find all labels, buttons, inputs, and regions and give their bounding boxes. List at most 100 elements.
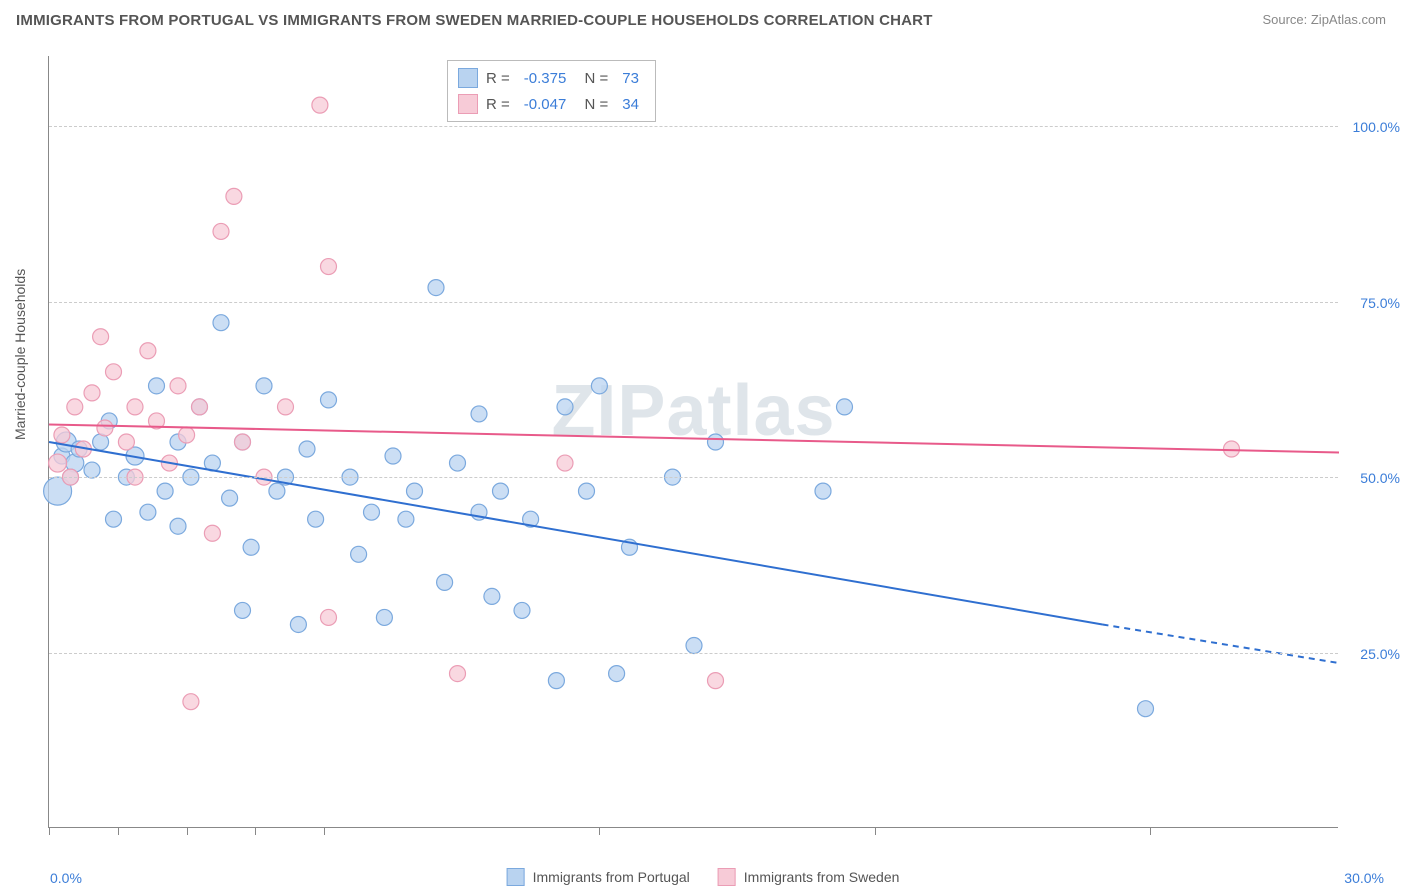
- data-point: [84, 385, 100, 401]
- stats-n-label: N =: [580, 96, 608, 113]
- data-point: [192, 399, 208, 415]
- y-axis-title: Married-couple Households: [12, 269, 28, 440]
- data-point: [84, 462, 100, 478]
- x-tick: [118, 827, 119, 835]
- data-point: [548, 673, 564, 689]
- y-tick-label: 25.0%: [1360, 646, 1400, 662]
- data-point: [149, 378, 165, 394]
- data-point: [308, 511, 324, 527]
- x-tick: [324, 827, 325, 835]
- y-tick-label: 50.0%: [1360, 470, 1400, 486]
- data-point: [213, 315, 229, 331]
- data-point: [364, 504, 380, 520]
- legend-swatch: [507, 868, 525, 886]
- data-point: [557, 455, 573, 471]
- x-tick: [255, 827, 256, 835]
- data-point: [140, 343, 156, 359]
- trend-line-extension: [1103, 624, 1340, 663]
- gridline: 25.0%: [49, 653, 1338, 654]
- data-point: [609, 666, 625, 682]
- gridline: 100.0%: [49, 126, 1338, 127]
- data-point: [278, 399, 294, 415]
- data-point: [591, 378, 607, 394]
- chart-title: IMMIGRANTS FROM PORTUGAL VS IMMIGRANTS F…: [16, 12, 933, 29]
- data-point: [471, 406, 487, 422]
- stats-n-label: N =: [580, 70, 608, 87]
- stats-r-value: -0.375: [524, 70, 567, 87]
- stats-r-label: R =: [486, 70, 510, 87]
- data-point: [1138, 701, 1154, 717]
- data-point: [708, 434, 724, 450]
- data-point: [398, 511, 414, 527]
- data-point: [321, 392, 337, 408]
- data-point: [204, 525, 220, 541]
- stats-n-value: 34: [622, 96, 639, 113]
- data-point: [93, 329, 109, 345]
- data-point: [54, 427, 70, 443]
- x-tick: [49, 827, 50, 835]
- data-point: [407, 483, 423, 499]
- stats-row: R = -0.047 N = 34: [458, 91, 645, 117]
- gridline: 50.0%: [49, 477, 1338, 478]
- x-axis-min-label: 0.0%: [50, 870, 82, 886]
- data-point: [437, 574, 453, 590]
- data-point: [243, 539, 259, 555]
- data-point: [106, 511, 122, 527]
- data-point: [179, 427, 195, 443]
- legend-swatch: [458, 68, 478, 88]
- data-point: [815, 483, 831, 499]
- data-point: [837, 399, 853, 415]
- data-point: [428, 280, 444, 296]
- data-point: [49, 454, 67, 472]
- stats-n-value: 73: [622, 70, 639, 87]
- legend-swatch: [718, 868, 736, 886]
- data-point: [127, 399, 143, 415]
- data-point: [299, 441, 315, 457]
- data-point: [708, 673, 724, 689]
- data-point: [157, 483, 173, 499]
- stats-legend-box: R = -0.375 N = 73 R = -0.047 N = 34: [447, 60, 656, 122]
- stats-r-label: R =: [486, 96, 510, 113]
- y-tick-label: 75.0%: [1360, 295, 1400, 311]
- data-point: [351, 546, 367, 562]
- data-point: [97, 420, 113, 436]
- data-point: [484, 588, 500, 604]
- data-point: [290, 616, 306, 632]
- x-tick: [1150, 827, 1151, 835]
- data-point: [579, 483, 595, 499]
- plot-area: ZIPatlas R =-0.375 N =73R =-0.047 N =34 …: [48, 56, 1338, 828]
- legend-label: Immigrants from Sweden: [744, 869, 900, 885]
- data-point: [67, 399, 83, 415]
- data-point: [140, 504, 156, 520]
- legend-item: Immigrants from Sweden: [718, 868, 900, 886]
- data-point: [256, 378, 272, 394]
- stats-row: R = -0.375 N = 73: [458, 65, 645, 91]
- data-point: [514, 602, 530, 618]
- x-tick: [599, 827, 600, 835]
- chart-svg: [49, 56, 1338, 827]
- data-point: [213, 223, 229, 239]
- data-point: [493, 483, 509, 499]
- data-point: [450, 666, 466, 682]
- data-point: [557, 399, 573, 415]
- legend-item: Immigrants from Portugal: [507, 868, 690, 886]
- data-point: [385, 448, 401, 464]
- x-axis-max-label: 30.0%: [1344, 870, 1384, 886]
- data-point: [450, 455, 466, 471]
- data-point: [686, 638, 702, 654]
- data-point: [235, 434, 251, 450]
- stats-r-value: -0.047: [524, 96, 567, 113]
- gridline: 75.0%: [49, 302, 1338, 303]
- data-point: [106, 364, 122, 380]
- x-tick: [875, 827, 876, 835]
- data-point: [312, 97, 328, 113]
- data-point: [1224, 441, 1240, 457]
- data-point: [226, 188, 242, 204]
- data-point: [235, 602, 251, 618]
- source-label: Source: ZipAtlas.com: [1262, 12, 1386, 27]
- data-point: [170, 378, 186, 394]
- data-point: [376, 609, 392, 625]
- data-point: [183, 694, 199, 710]
- data-point: [118, 434, 134, 450]
- legend-label: Immigrants from Portugal: [533, 869, 690, 885]
